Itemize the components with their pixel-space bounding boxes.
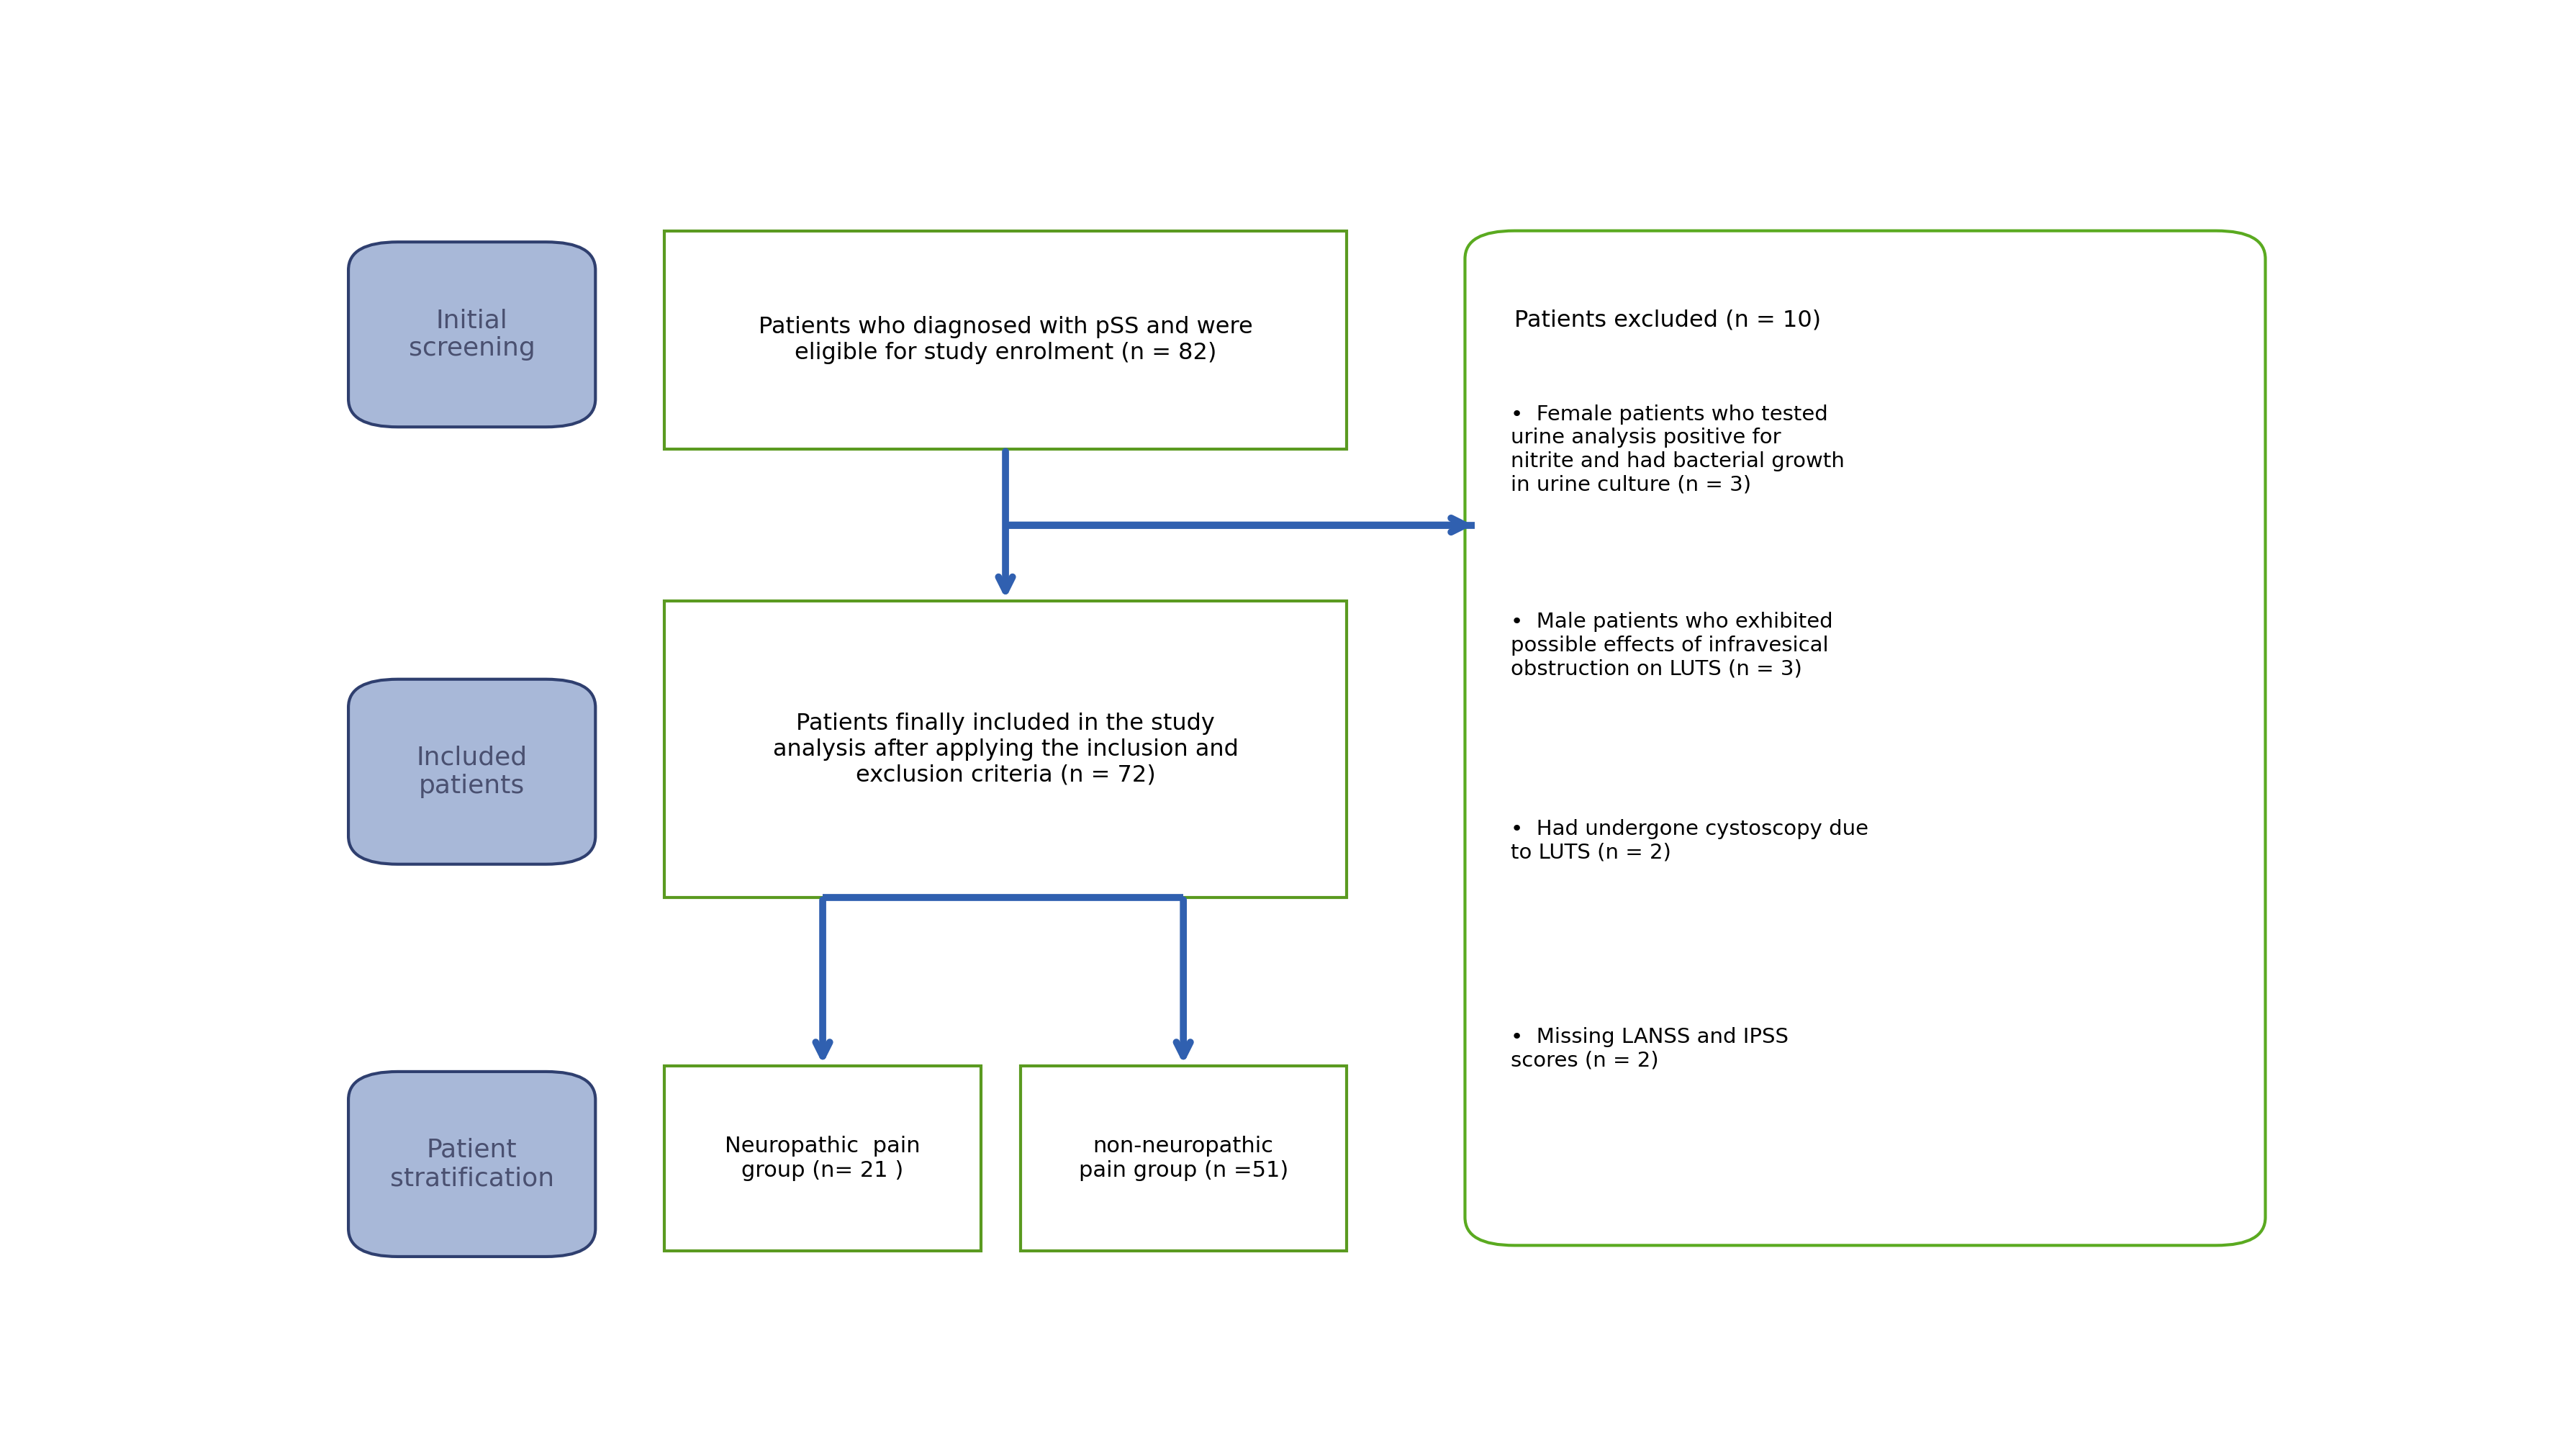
Text: Patients finally included in the study
analysis after applying the inclusion and: Patients finally included in the study a…	[773, 712, 1239, 786]
Text: Patients excluded (n = 10): Patients excluded (n = 10)	[1515, 309, 1821, 332]
Bar	[666, 232, 1346, 450]
Text: Neuropathic  pain
group (n= 21 ): Neuropathic pain group (n= 21 )	[724, 1136, 921, 1181]
FancyBboxPatch shape	[349, 1072, 597, 1257]
FancyBboxPatch shape	[349, 242, 597, 427]
Text: Patients who diagnosed with pSS and were
eligible for study enrolment (n = 82): Patients who diagnosed with pSS and were…	[757, 316, 1252, 364]
Text: Included
patients: Included patients	[416, 745, 528, 798]
FancyBboxPatch shape	[1464, 230, 2264, 1245]
Bar	[666, 1066, 982, 1251]
Text: •  Female patients who tested
urine analysis positive for
nitrite and had bacter: • Female patients who tested urine analy…	[1510, 405, 1844, 495]
Text: Patient
stratification: Patient stratification	[390, 1137, 553, 1191]
Text: •  Missing LANSS and IPSS
scores (n = 2): • Missing LANSS and IPSS scores (n = 2)	[1510, 1026, 1788, 1070]
Bar	[666, 601, 1346, 898]
Text: •  Had undergone cystoscopy due
to LUTS (n = 2): • Had undergone cystoscopy due to LUTS (…	[1510, 820, 1869, 863]
Text: Initial
screening: Initial screening	[408, 309, 536, 361]
Text: •  Male patients who exhibited
possible effects of infravesical
obstruction on L: • Male patients who exhibited possible e…	[1510, 612, 1833, 678]
Bar	[1020, 1066, 1346, 1251]
Text: non-neuropathic
pain group (n =51): non-neuropathic pain group (n =51)	[1079, 1136, 1288, 1181]
FancyBboxPatch shape	[349, 678, 597, 865]
